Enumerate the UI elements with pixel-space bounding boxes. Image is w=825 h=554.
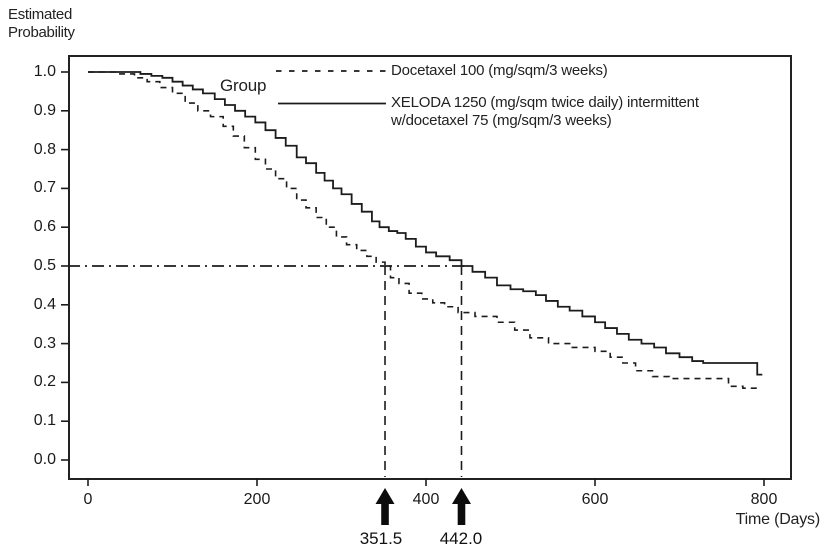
y-axis-title-line2: Probability (8, 24, 75, 41)
y-tick-label: 0.7 (33, 179, 56, 197)
median-docetaxel-label: 351.5 (359, 529, 403, 548)
curve-docetaxel (88, 71, 761, 391)
legend-label-xeloda-line2: w/docetaxel 75 (mg/sqm/3 weeks) (391, 112, 612, 129)
y-tick-label: 0.9 (33, 101, 56, 119)
plot-area (68, 55, 792, 480)
x-tick-label: 200 (243, 491, 271, 508)
median-arrow-icon (375, 488, 395, 525)
x-tick-label: 0 (83, 491, 93, 508)
y-tick-label: 0.5 (33, 257, 56, 274)
curve-xeloda (88, 71, 763, 376)
legend-label-xeloda-line1: XELODA 1250 (mg/sqm twice daily) intermi… (391, 94, 699, 111)
legend-label-docetaxel: Docetaxel 100 (mg/sqm/3 weeks) (391, 62, 608, 79)
x-axis-title: Time (Days) (735, 511, 821, 528)
x-tick-label: 400 (412, 491, 440, 508)
legend-group-heading: Group (220, 76, 267, 95)
y-tick-label: 1.0 (33, 63, 56, 80)
y-tick-label: 0.8 (33, 140, 56, 158)
y-axis-title: Estimated Probability (8, 6, 75, 42)
y-tick-label: 0.0 (33, 451, 56, 468)
y-tick-label: 0.1 (33, 412, 56, 430)
median-xeloda-label: 442.0 (439, 529, 483, 548)
y-tick-label: 0.3 (33, 334, 56, 352)
median-arrow-icon (451, 488, 471, 525)
y-tick-label: 0.4 (33, 295, 56, 313)
x-tick-label: 800 (750, 491, 778, 508)
x-tick-label: 600 (581, 491, 609, 508)
y-axis-title-line1: Estimated (8, 6, 72, 23)
y-tick-label: 0.6 (33, 218, 56, 236)
y-tick-label: 0.2 (33, 373, 56, 391)
